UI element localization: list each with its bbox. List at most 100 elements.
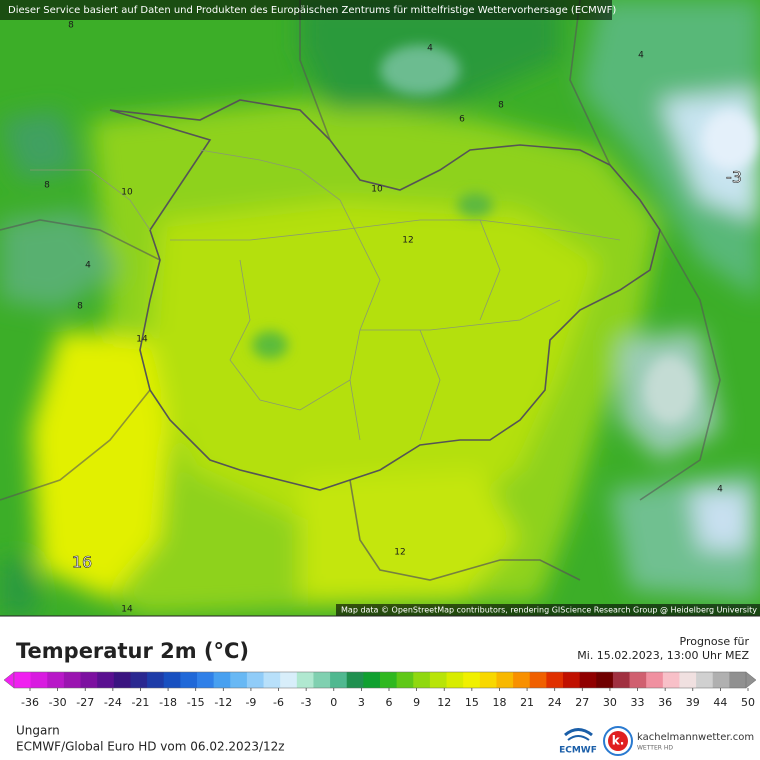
colorbar-tick-label: -36 <box>21 696 39 709</box>
contour-label: 6 <box>459 115 465 125</box>
contour-label: 16 <box>72 553 92 572</box>
colorbar-segment <box>163 672 181 688</box>
colorbar-tick-label: 44 <box>713 696 727 709</box>
colorbar-segment <box>529 672 547 688</box>
colorbar-segment <box>63 672 82 688</box>
colorbar-segment <box>662 672 680 688</box>
forecast-time: Mi. 15.02.2023, 13:00 Uhr MEZ <box>577 649 749 662</box>
contour-label: 10 <box>371 185 383 195</box>
colorbar-segment <box>463 672 481 688</box>
colorbar-tick-label: 27 <box>575 696 589 709</box>
colorbar-tick-label: 21 <box>520 696 534 709</box>
colorbar-segment <box>729 672 747 688</box>
contour-label: 14 <box>121 605 133 615</box>
colorbar-segment <box>413 672 431 688</box>
contour-label: 4 <box>427 44 433 54</box>
contour-label: -3 <box>726 168 742 187</box>
colorbar-tick-label: 18 <box>492 696 506 709</box>
notice-text: Dieser Service basiert auf Daten und Pro… <box>8 5 616 16</box>
colorbar-tick-label: 24 <box>548 696 562 709</box>
contour-label: 8 <box>68 21 74 31</box>
legend-title: Temperatur 2m (°C) <box>16 639 249 663</box>
contour-labels: 8 4 4 6 8 8 10 10 12 4 8 14 -3 12 4 16 1… <box>44 21 742 615</box>
contour-label: 14 <box>136 335 148 345</box>
colorbar-tick-label: 30 <box>603 696 617 709</box>
colorbar-tick-label: -12 <box>214 696 232 709</box>
colorbar-tick-label: 3 <box>358 696 365 709</box>
colorbar-tick-label: -15 <box>187 696 205 709</box>
colorbar-segment <box>546 672 564 688</box>
colorbar-segment <box>479 672 497 688</box>
colorbar-segment <box>180 672 198 688</box>
colorbar-segment <box>596 672 614 688</box>
contour-label: 4 <box>638 51 644 61</box>
colorbar-segment <box>97 672 115 688</box>
colorbar-segment <box>446 672 464 688</box>
colorbar-segment <box>346 672 364 688</box>
colorbar-segment <box>579 672 597 688</box>
colorbar-segment <box>696 672 714 688</box>
colorbar-tick-label: -6 <box>273 696 284 709</box>
colorbar-arrow-right <box>745 671 757 689</box>
temperature-detail <box>252 45 758 424</box>
kachelmann-sub: WETTER HD <box>637 745 673 752</box>
colorbar-tick-label: 33 <box>631 696 645 709</box>
kachelmann-text: kachelmannwetter.com <box>637 732 754 743</box>
colorbar-tick-label: 6 <box>386 696 393 709</box>
colorbar-segment <box>147 672 165 688</box>
kachelmann-logo: k. kachelmannwetter.com WETTER HD <box>603 726 754 756</box>
contour-label: 8 <box>498 101 504 111</box>
colorbar-tick-label: 12 <box>437 696 451 709</box>
contour-label: 8 <box>77 302 83 312</box>
colorbar-tick-label: -27 <box>76 696 94 709</box>
colorbar-segment <box>14 672 32 688</box>
colorbar-segment <box>263 672 281 688</box>
colorbar-tick-label: 50 <box>741 696 755 709</box>
model-run: ECMWF/Global Euro HD vom 06.02.2023/12z <box>16 740 285 754</box>
notice-banner <box>0 0 612 20</box>
map: 8 4 4 6 8 8 10 10 12 4 8 14 -3 12 4 16 1… <box>0 0 760 616</box>
colorbar-segment <box>230 672 248 688</box>
colorbar-segment <box>280 672 298 688</box>
colorbar-segment <box>563 672 581 688</box>
colorbar-segment <box>197 672 215 688</box>
ecmwf-logo: ECMWF <box>559 728 597 756</box>
colorbar-segment <box>712 672 730 688</box>
colorbar-tick-label: -3 <box>301 696 312 709</box>
colorbar-tick-label: 15 <box>465 696 479 709</box>
colorbar-frame <box>13 671 747 689</box>
colorbar-tick-label: 36 <box>658 696 672 709</box>
borders <box>0 0 721 581</box>
colorbar-segment <box>30 672 48 688</box>
forecast-label: Prognose für <box>680 635 750 648</box>
colorbar-segment <box>296 672 314 688</box>
ecmwf-text: ECMWF <box>559 746 597 756</box>
colorbar-tick-label: -24 <box>104 696 122 709</box>
colorbar-segment <box>113 672 131 688</box>
contour-label: 10 <box>121 188 133 198</box>
temperature-field <box>0 0 760 616</box>
colorbar-segment <box>330 672 348 688</box>
colorbar-tick-label: -21 <box>131 696 149 709</box>
colorbar-segment <box>246 672 265 688</box>
attribution: Map data © OpenStreetMap contributors, r… <box>341 606 757 615</box>
colorbar-segment <box>612 672 631 688</box>
colorbar: -36 -30 -27 -24 -21 -18 -15 -12 -9 -6 -3 0 3 6 9 12 15 18… <box>3 671 757 709</box>
colorbar-segment <box>313 672 331 688</box>
colorbar-tick-label: -18 <box>159 696 177 709</box>
colorbar-segment <box>47 672 65 688</box>
colorbar-segment <box>429 672 448 688</box>
colorbar-tick-label: 0 <box>330 696 337 709</box>
colorbar-tick-label: -30 <box>49 696 67 709</box>
colorbar-segment <box>213 672 231 688</box>
colorbar-segment <box>513 672 531 688</box>
colorbar-segment <box>130 672 148 688</box>
colorbar-segment <box>380 672 398 688</box>
colorbar-arrow-left <box>3 671 15 689</box>
contour-label: 12 <box>402 236 413 246</box>
colorbar-tick-label: -9 <box>245 696 256 709</box>
colorbar-segment <box>629 672 647 688</box>
svg-text:k.: k. <box>612 734 625 748</box>
colorbar-segment <box>679 672 697 688</box>
